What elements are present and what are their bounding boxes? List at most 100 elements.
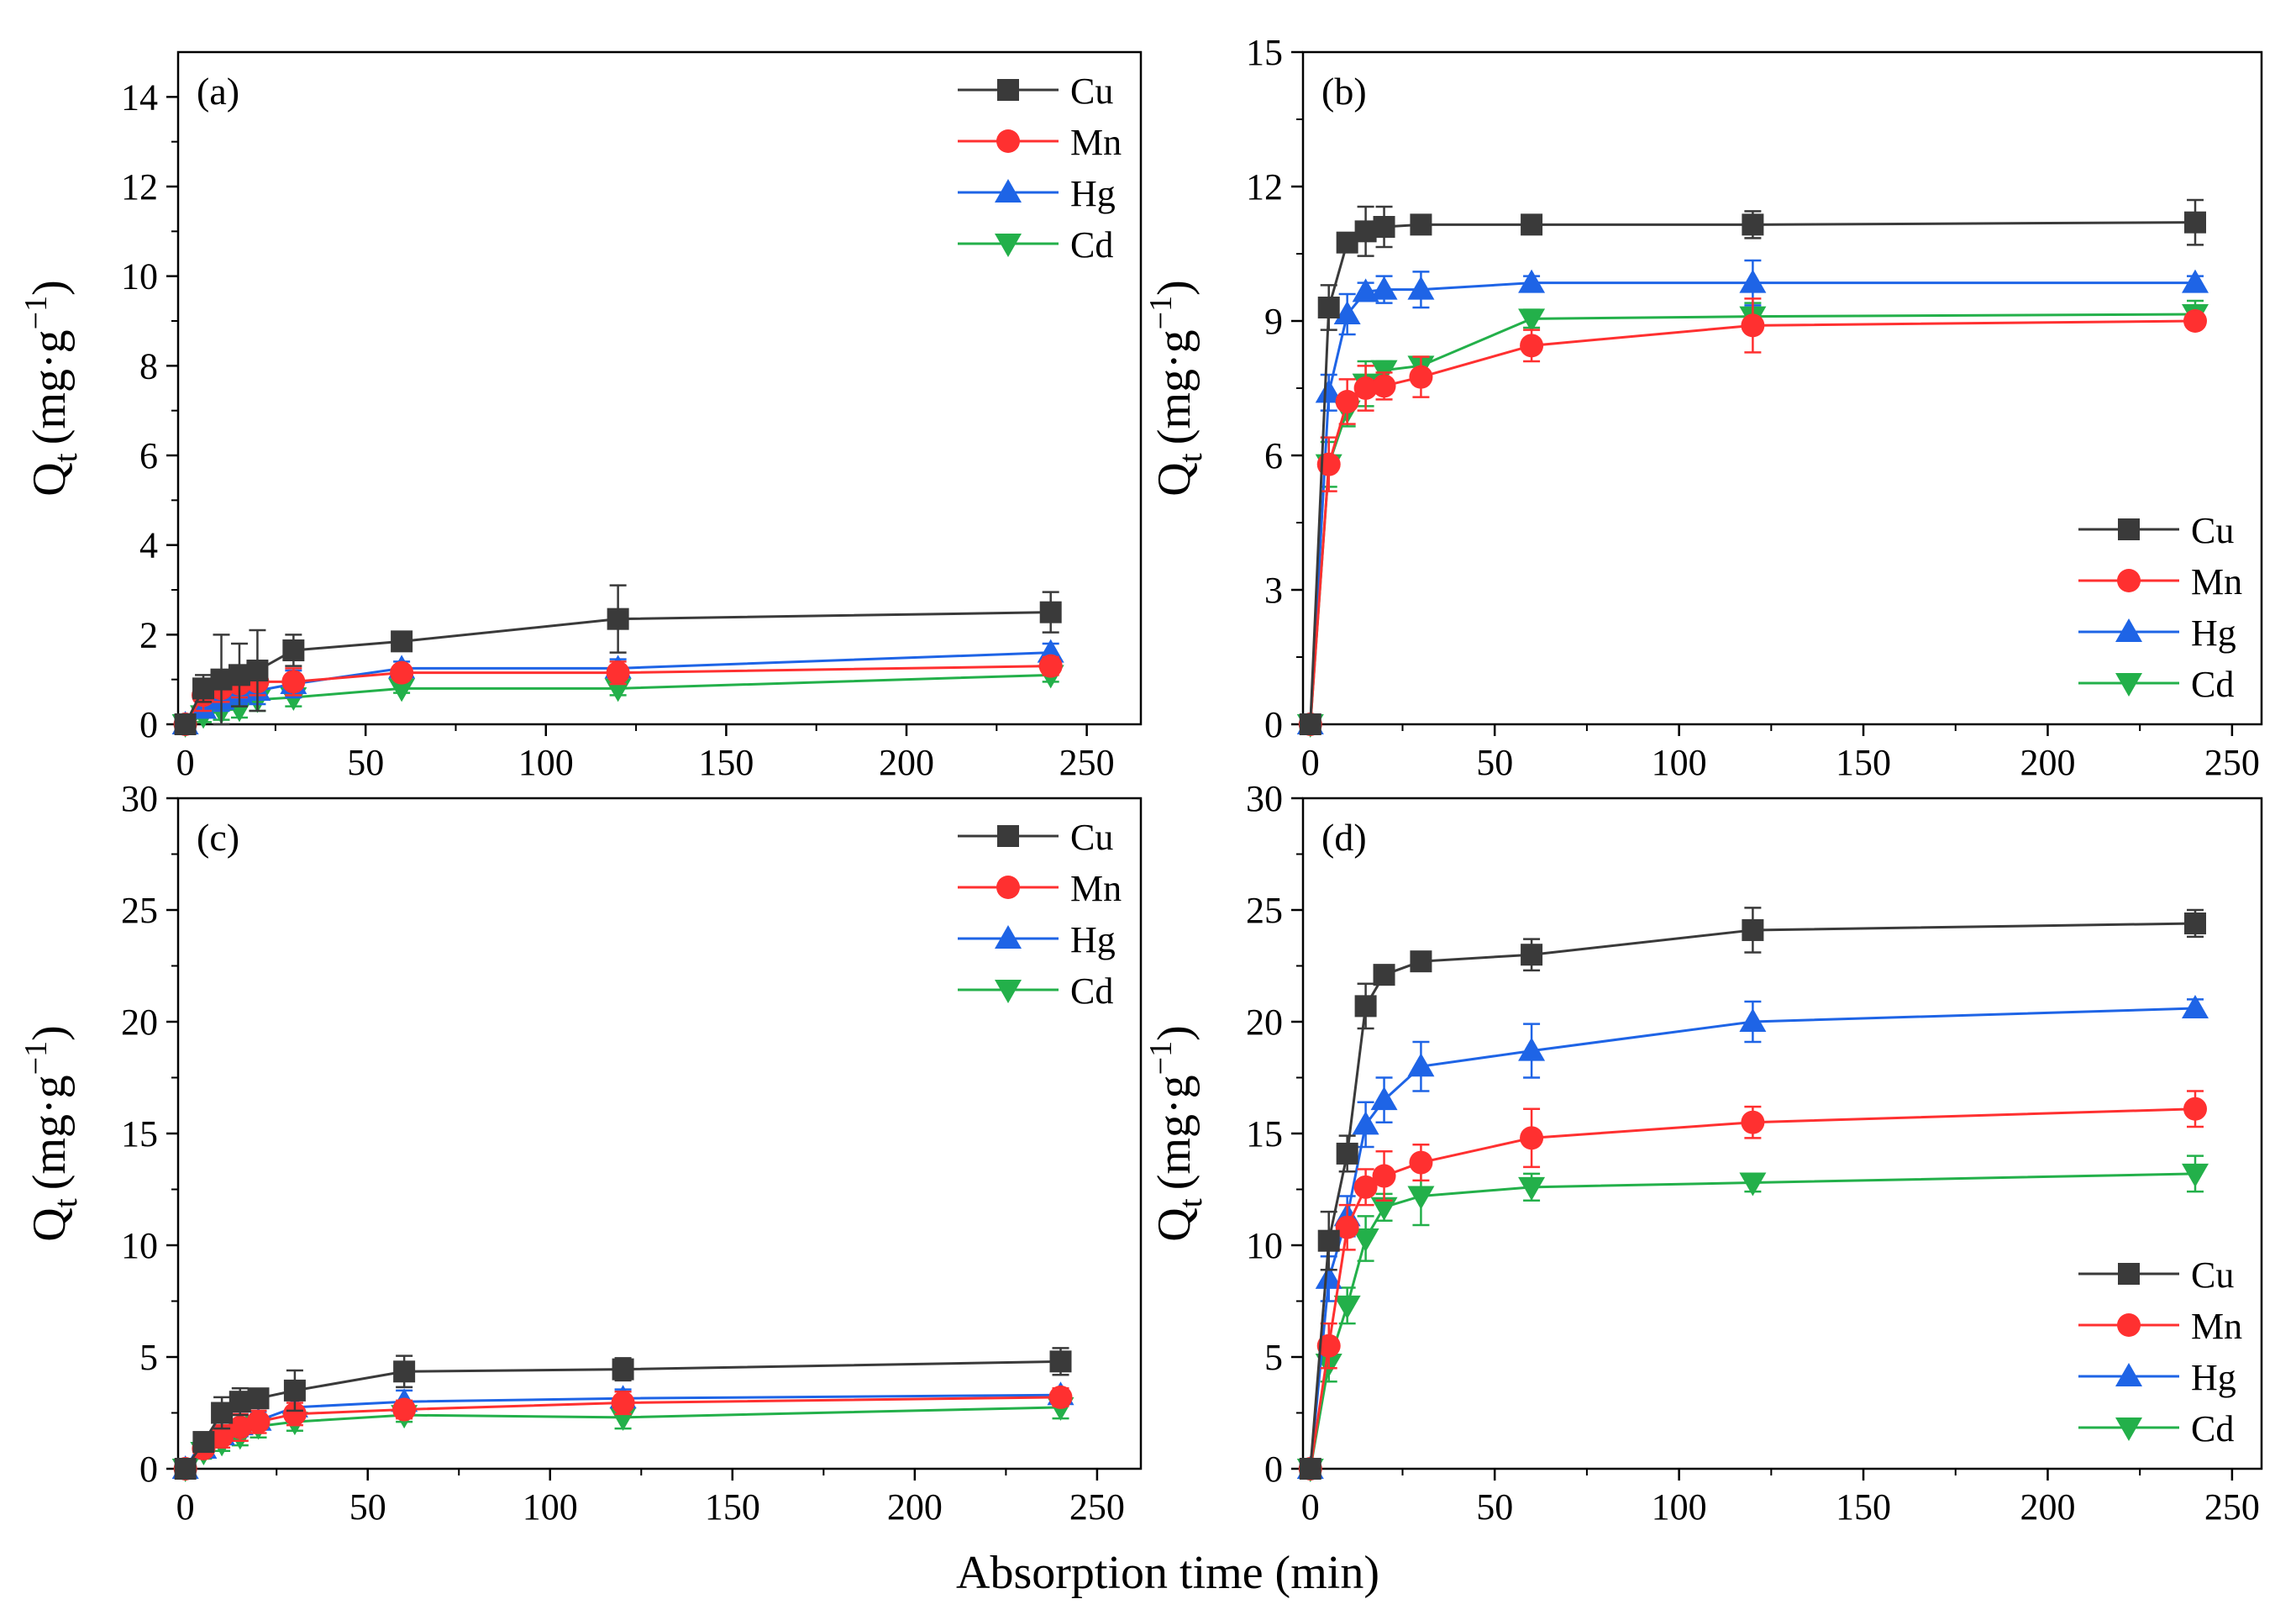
- y-tick-label: 0: [139, 704, 158, 745]
- series-cu: [174, 584, 1062, 735]
- plot-frame: [1301, 797, 2263, 1470]
- data-point-mn: [228, 1415, 252, 1439]
- y-tick-label: 25: [1246, 890, 1283, 931]
- legend: Cu Mn Hg Cd: [2078, 1254, 2242, 1449]
- data-point-mn: [390, 660, 414, 685]
- x-tick-label: 0: [176, 742, 195, 783]
- y-tick-label: 8: [139, 345, 158, 387]
- data-point-cd: [2182, 1163, 2209, 1187]
- y-axis-label: Qt (mg·g−1): [1143, 280, 1209, 497]
- x-tick-label: 50: [347, 742, 384, 783]
- legend-marker-mn: [2117, 569, 2141, 592]
- y-axis-label-sup: −1: [1143, 1041, 1179, 1075]
- legend-marker-cu: [997, 825, 1019, 847]
- y-axis-label-unit: (mg·g: [24, 329, 76, 444]
- legend-label-cd: Cd: [1070, 224, 1113, 266]
- data-point-mn: [246, 1410, 271, 1434]
- series-cd: [1296, 299, 2209, 738]
- y-axis-label-close: ): [24, 1025, 76, 1041]
- data-point-cu: [283, 1379, 306, 1402]
- data-point-hg: [1370, 1086, 1398, 1111]
- series-line-cd: [1309, 313, 2196, 725]
- series-cu: [1299, 907, 2207, 1480]
- series-mn: [1298, 1090, 2208, 1481]
- data-point-cu: [607, 608, 629, 630]
- data-point-hg: [1315, 1265, 1342, 1289]
- legend-marker-cd: [995, 980, 1022, 1003]
- data-point-mn: [611, 1391, 635, 1415]
- chart-panel-c: 0 50 100 150 200 250 0 5 10 15 20 25 30 Qt (mg·g−1) (c)…: [18, 778, 1143, 1528]
- data-point-mn: [1335, 1215, 1359, 1239]
- legend-marker-hg: [2115, 618, 2142, 642]
- x-tick-label: 50: [349, 1486, 386, 1528]
- data-point-mn: [1409, 365, 1433, 389]
- data-point-mn: [392, 1397, 417, 1422]
- x-tick-label: 250: [1059, 742, 1115, 783]
- data-point-cu: [1336, 231, 1358, 254]
- data-point-cd: [1407, 1186, 1435, 1210]
- legend-label-cd: Cd: [2191, 664, 2234, 705]
- x-tick-label: 0: [1301, 742, 1320, 783]
- data-point-cu: [2184, 211, 2207, 234]
- x-tick-label: 100: [518, 742, 574, 783]
- data-point-cu: [247, 1387, 270, 1410]
- data-point-hg: [1739, 1008, 1767, 1032]
- legend-marker-cd: [2115, 673, 2142, 697]
- y-tick-label: 25: [121, 890, 158, 931]
- legend: Cu Mn Hg Cd: [958, 71, 1122, 266]
- y-tick-label: 10: [121, 256, 158, 297]
- data-point-cu: [1521, 944, 1543, 966]
- y-tick-label: 0: [1264, 1449, 1283, 1490]
- y-axis-label-sup: −1: [1143, 296, 1179, 329]
- y-axis-label-unit: (mg·g: [1148, 1075, 1201, 1190]
- x-tick-label: 150: [705, 1486, 760, 1528]
- data-point-cu: [1049, 1350, 1072, 1373]
- data-point-mn: [1335, 390, 1359, 413]
- panel-label: (a): [197, 70, 239, 113]
- data-point-cu: [174, 1458, 197, 1480]
- y-axis-label-close: ): [24, 280, 76, 296]
- data-point-hg: [1352, 1111, 1379, 1135]
- y-tick-label: 0: [139, 1449, 158, 1490]
- data-point-cu: [1521, 213, 1543, 236]
- data-point-mn: [1353, 1175, 1378, 1199]
- legend-marker-hg: [2115, 1363, 2142, 1386]
- legend-label-cu: Cu: [2191, 510, 2234, 551]
- legend-label-cu: Cu: [1070, 71, 1113, 112]
- data-point-hg: [1370, 276, 1398, 300]
- y-tick-label: 6: [139, 435, 158, 476]
- x-tick-label: 100: [1652, 742, 1707, 783]
- x-tick-label: 200: [2020, 1486, 2075, 1528]
- data-point-mn: [2183, 1097, 2208, 1121]
- chart-panel-a: 0 50 100 150 200 250 0 2 4 6 8 10 12 14 Qt (mg·g−1) (a) C…: [18, 50, 1143, 783]
- legend-marker-cu: [997, 79, 1019, 101]
- data-point-mn: [1372, 374, 1396, 398]
- x-tick-label: 150: [1836, 1486, 1891, 1528]
- legend-label-cd: Cd: [2191, 1408, 2234, 1449]
- series-line-mn: [1309, 1107, 2196, 1470]
- data-point-cu: [1410, 213, 1432, 236]
- data-point-cu: [1742, 213, 1764, 236]
- plot-frame: [176, 50, 1143, 726]
- legend: Cu Mn Hg Cd: [958, 817, 1122, 1012]
- data-point-cu: [1742, 918, 1764, 941]
- data-point-cu: [612, 1358, 634, 1381]
- data-point-hg: [1407, 1053, 1435, 1077]
- legend-marker-mn: [996, 876, 1020, 899]
- y-axis-label-q: Q: [1148, 462, 1201, 496]
- legend-label-hg: Hg: [1070, 919, 1116, 960]
- legend-marker-mn: [996, 129, 1020, 153]
- chart-panel-b: 0 50 100 150 200 250 0 3 6 9 12 15 Qt (mg·g−1) (b) Cu Mn…: [1143, 32, 2263, 783]
- y-tick-label: 15: [1246, 32, 1283, 73]
- data-point-cd: [1352, 1228, 1379, 1253]
- y-axis-label-close: ): [1148, 280, 1201, 296]
- data-point-cu: [1336, 1142, 1358, 1165]
- legend-label-mn: Mn: [2191, 1306, 2242, 1347]
- data-point-mn: [1741, 1110, 1765, 1134]
- x-tick-label: 250: [1069, 1486, 1125, 1528]
- data-point-mn: [2183, 309, 2208, 333]
- data-point-cu: [174, 713, 197, 735]
- y-tick-label: 15: [121, 1113, 158, 1155]
- legend-marker-cd: [2115, 1418, 2142, 1441]
